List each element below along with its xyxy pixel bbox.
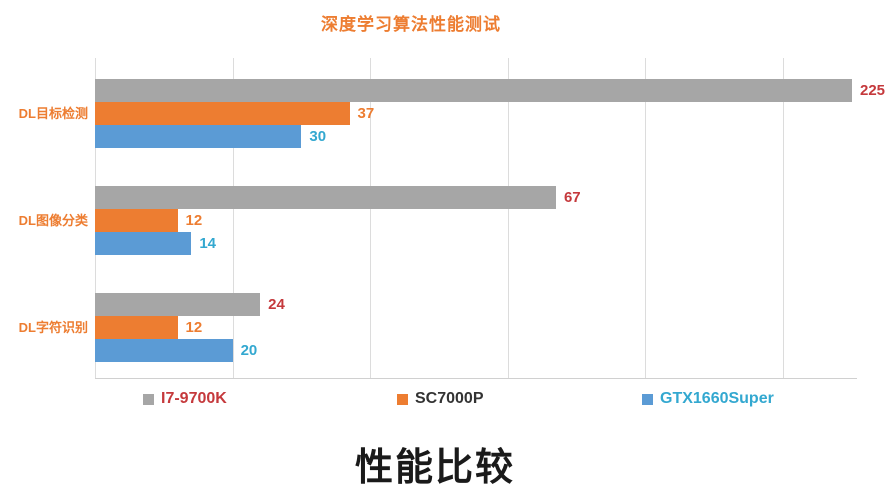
bar-SC7000P-DL图像分类 bbox=[95, 209, 178, 232]
value-label-SC7000P-DL字符识别: 12 bbox=[185, 319, 203, 336]
value-label-SC7000P-DL图像分类: 12 bbox=[185, 212, 203, 229]
x-gridline-20 bbox=[232, 58, 234, 378]
category-label-DL字符识别: DL字符识别 bbox=[18, 319, 88, 335]
legend-swatch-orange bbox=[397, 393, 408, 405]
legend-swatch-gray bbox=[143, 393, 154, 405]
x-gridline-100 bbox=[783, 58, 784, 378]
value-label-GTX1660Super-DL图像分类: 14 bbox=[199, 235, 216, 252]
legend-item-sc7000p: SC7000P bbox=[397, 389, 484, 409]
value-label-GTX1660Super-DL字符识别: 20 bbox=[240, 342, 258, 359]
bottom-title: 性能比较 bbox=[354, 447, 515, 489]
bar-SC7000P-DL字符识别 bbox=[95, 316, 178, 339]
bar-GTX1660Super-DL目标检测 bbox=[95, 125, 302, 148]
legend-item-gtx1660super: GTX1660Super bbox=[642, 389, 774, 409]
legend: I7-9700K SC7000P GTX1660Super bbox=[0, 389, 890, 409]
legend-item-i7-9700k: I7-9700K bbox=[143, 389, 227, 409]
legend-label-i7-9700k: I7-9700K bbox=[161, 390, 227, 407]
value-label-I7-9700K-DL图像分类: 67 bbox=[563, 189, 581, 206]
chart-title: 深度学习算法性能测试 bbox=[321, 15, 501, 34]
legend-label-gtx1660super: GTX1660Super bbox=[660, 390, 774, 407]
x-gridline-80 bbox=[645, 58, 647, 378]
legend-swatch-blue bbox=[642, 393, 653, 405]
bar-GTX1660Super-DL图像分类 bbox=[95, 232, 192, 255]
value-label-SC7000P-DL目标检测: 37 bbox=[357, 105, 375, 122]
plot-area: 225 67 24 37 12 12 30 14 20 bbox=[95, 58, 885, 379]
bar-GTX1660Super-DL字符识别 bbox=[95, 339, 233, 362]
bar-I7-9700K-DL图像分类 bbox=[95, 186, 556, 209]
x-gridline-40 bbox=[370, 58, 372, 378]
category-label-DL目标检测: DL目标检测 bbox=[18, 105, 88, 121]
bar-I7-9700K-DL字符识别 bbox=[95, 293, 261, 316]
value-label-GTX1660Super-DL目标检测: 30 bbox=[309, 128, 327, 145]
bar-I7-9700K-DL目标检测 bbox=[95, 79, 852, 102]
value-label-I7-9700K-DL目标检测: 225 bbox=[860, 82, 886, 99]
category-label-DL图像分类: DL图像分类 bbox=[18, 212, 88, 228]
legend-label-sc7000p: SC7000P bbox=[415, 390, 484, 407]
bar-SC7000P-DL目标检测 bbox=[95, 102, 350, 125]
x-gridline-60 bbox=[507, 58, 509, 378]
value-label-I7-9700K-DL字符识别: 24 bbox=[268, 296, 285, 313]
